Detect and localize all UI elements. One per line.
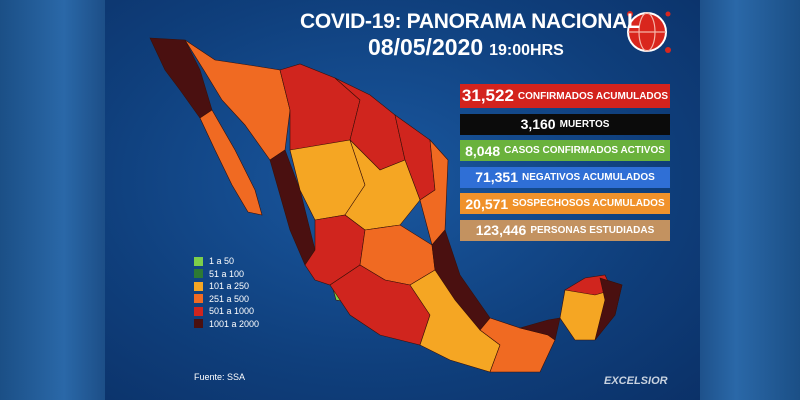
stat-value: 31,522 — [461, 86, 514, 105]
state — [199, 109, 263, 216]
stat-label: NEGATIVOS ACUMULADOS — [522, 171, 655, 183]
stat-value: 3,160 — [520, 116, 556, 132]
stat-bar: 3,160 MUERTOS — [460, 113, 670, 135]
legend-label: 1 a 50 — [209, 256, 235, 267]
legend-swatch — [194, 319, 203, 329]
stats: 31,522 CONFIRMADOS ACUMULADOS 3,160 MUERTOS… — [460, 84, 670, 246]
virus-dot — [665, 47, 671, 53]
virus-dot — [665, 11, 671, 17]
legend-label: 251 a 500 — [209, 293, 250, 304]
legend-item: 51 a 100 — [194, 268, 259, 281]
stat-label: PERSONAS ESTUDIADAS — [530, 224, 655, 236]
legend-swatch — [194, 294, 203, 304]
state — [594, 277, 623, 341]
stat-value: 123,446 — [475, 222, 527, 238]
legend-swatch — [194, 269, 203, 279]
legend-item: 1 a 50 — [194, 255, 259, 268]
time: 19:00HRS — [489, 42, 564, 59]
stat-bar: 8,048 CASOS CONFIRMADOS ACTIVOS — [460, 140, 670, 161]
dateline: 08/05/2020 19:00HRS — [368, 34, 564, 61]
legend-item: 1001 a 2000 — [194, 318, 259, 331]
legend-swatch — [194, 281, 203, 291]
stat-value: 71,351 — [475, 169, 519, 185]
stat-value: 20,571 — [465, 195, 509, 212]
source: Fuente: SSA — [194, 372, 246, 382]
stat-bar: 123,446 PERSONAS ESTUDIADAS — [460, 219, 670, 241]
legend-label: 1001 a 2000 — [209, 318, 260, 329]
stat-label: MUERTOS — [559, 118, 610, 130]
stat-label: CONFIRMADOS ACUMULADOS — [517, 90, 669, 102]
legend-item: 101 a 250 — [194, 280, 259, 293]
legend-item: 251 a 500 — [194, 293, 259, 306]
state — [279, 63, 361, 151]
virus-dot — [627, 11, 633, 17]
brand: EXCELSIOR — [604, 375, 668, 387]
legend-swatch — [194, 306, 203, 316]
states — [149, 37, 623, 373]
globe-icon — [627, 11, 671, 53]
legend-label: 101 a 250 — [209, 281, 250, 292]
legend-label: 501 a 1000 — [209, 306, 255, 317]
state — [149, 37, 213, 119]
title: COVID-19: PANORAMA NACIONAL — [300, 10, 640, 33]
stat-label: CASOS CONFIRMADOS ACTIVOS — [504, 145, 665, 156]
stat-label: SOSPECHOSOS ACUMULADOS — [512, 198, 665, 209]
stat-value: 8,048 — [465, 142, 501, 159]
stat-bar: 20,571 SOSPECHOSOS ACUMULADOS — [460, 193, 670, 214]
date: 08/05/2020 — [368, 34, 484, 60]
legend-item: 501 a 1000 — [194, 305, 259, 318]
stat-bar: 31,522 CONFIRMADOS ACUMULADOS — [460, 84, 670, 108]
legend-swatch — [194, 256, 203, 266]
legend: 1 a 50 51 a 100 101 a 250 251 a 500 501 a 10… — [194, 255, 259, 330]
legend-label: 51 a 100 — [209, 268, 245, 279]
state — [518, 317, 561, 341]
stat-bar: 71,351 NEGATIVOS ACUMULADOS — [460, 166, 670, 188]
